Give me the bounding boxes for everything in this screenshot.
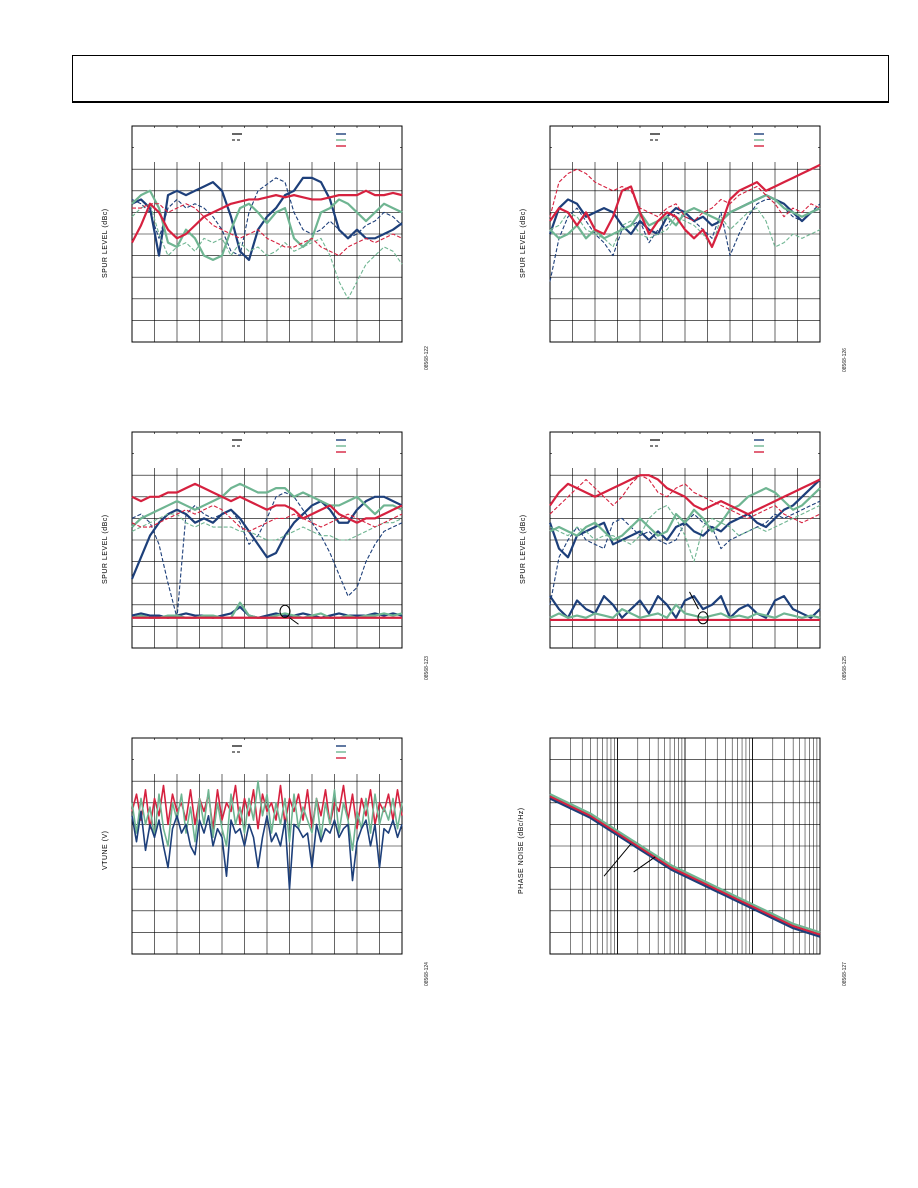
chart-2-series-6-line [549, 168, 821, 222]
chart-6-annotation-arrow-2 [633, 856, 656, 873]
chart-2-legend-box [552, 128, 818, 162]
chart-4-series-6-line [549, 474, 821, 524]
chart-6-figure-code: 08568-127 [842, 962, 848, 986]
chart-1-series-4-line [131, 203, 403, 300]
chart-2-series-5-line [549, 163, 821, 249]
chart-6-series-3-line [549, 793, 821, 934]
chart-2-figure-code: 08568-126 [842, 348, 848, 372]
chart-1-series-6-line [132, 203, 403, 257]
chart-5-frame [131, 737, 403, 955]
chart-3-figure-code: 08568-123 [424, 656, 430, 680]
chart-6-plot [549, 737, 821, 955]
chart-4-annotation-circle [697, 611, 709, 625]
chart-5-series-1-line [131, 784, 403, 830]
chart-1-legend [134, 128, 400, 162]
chart-5-figure-code: 08568-124 [424, 962, 430, 986]
chart-3-series-5-line [131, 482, 403, 524]
page-header-box [72, 55, 889, 103]
chart-4-figure-code: 08568-125 [842, 656, 848, 680]
chart-4-series-3-line [549, 487, 821, 542]
chart-4-series-4-line [549, 504, 821, 563]
chart-panel-3: SPUR LEVEL (dBc) 08568-123 [96, 428, 436, 688]
chart-6-series-2-line [549, 795, 821, 936]
chart-4-series-5-line [549, 474, 821, 516]
chart-panel-6: PHASE NOISE (dBc/Hz) 08568-127 [514, 734, 854, 994]
chart-1-series-1-line [131, 176, 403, 262]
chart-3-frame [131, 431, 403, 649]
chart-1-figure-code: 08568-122 [424, 346, 430, 370]
chart-1-series-3-line [131, 189, 403, 262]
chart-3-legend-box [134, 434, 400, 468]
chart-1-frame [131, 125, 403, 343]
chart-4-plot [548, 431, 821, 649]
chart-6-frame [549, 737, 821, 955]
chart-3-annotation-leader [289, 617, 299, 625]
chart-4-annotation-leader [689, 591, 699, 610]
chart-1-series-2-line [131, 177, 403, 257]
chart-1-plot [131, 125, 403, 343]
chart-3-series-1-line [130, 495, 403, 580]
chart-5-plot [131, 737, 403, 955]
chart-6-annotation-arrow-1 [603, 843, 632, 877]
chart-3-annotation-circle [279, 604, 291, 618]
chart-3-series-6-line [131, 504, 403, 532]
chart-4-frame [549, 431, 821, 649]
chart-1-legend-box [134, 128, 400, 162]
chart-3-series-3-line [131, 482, 403, 528]
chart-4-series-8-line [549, 603, 821, 619]
chart-5-series-2-line [131, 780, 403, 852]
chart-4-legend-box [552, 434, 818, 468]
chart-4-legend [552, 434, 818, 468]
chart-panel-5: VTUNE (V) 08568-124 [96, 734, 436, 994]
chart-panel-1: SPUR LEVEL (dBc) 08568-122 [96, 122, 436, 382]
chart-5-legend [134, 740, 400, 774]
chart-3-plot [130, 431, 403, 649]
chart-6-series-1-line [549, 797, 821, 938]
chart-1-series-5-line [131, 189, 403, 244]
chart-3-legend [134, 434, 400, 468]
chart-panel-2: SPUR LEVEL (dBc) 08568-126 [514, 122, 854, 382]
chart-5-legend-box [134, 740, 400, 774]
chart-panel-4: SPUR LEVEL (dBc) 08568-125 [514, 428, 854, 688]
chart-2-series-4-line [549, 207, 821, 248]
chart-2-plot [548, 125, 821, 343]
chart-5-series-3-line [131, 810, 403, 890]
chart-2-legend [552, 128, 818, 162]
